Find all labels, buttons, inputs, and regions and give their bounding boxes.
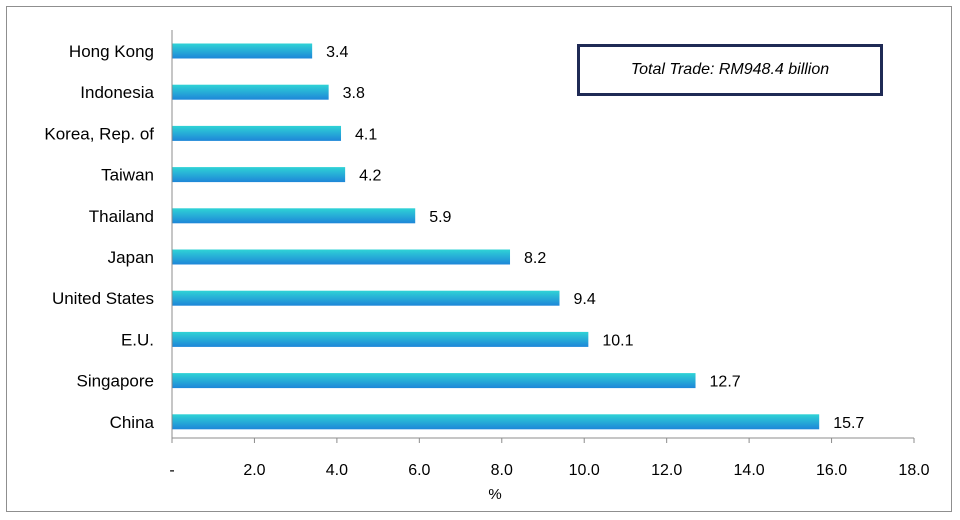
category-label-1: Indonesia [80,83,154,102]
value-label-6: 9.4 [573,291,595,308]
x-tick-label-2: 4.0 [326,462,348,479]
value-label-2: 4.1 [355,126,377,143]
category-label-7: E.U. [121,330,154,349]
category-label-9: China [110,413,155,432]
x-tick-label-7: 14.0 [734,462,765,479]
category-label-3: Taiwan [101,166,154,185]
x-tick-label-6: 12.0 [651,462,682,479]
category-label-0: Hong Kong [69,42,154,61]
bar-7 [172,331,589,347]
category-label-6: United States [52,289,154,308]
bar-2 [172,125,342,141]
value-label-9: 15.7 [833,415,864,432]
bars-layer [172,43,820,430]
bar-4 [172,208,416,224]
value-label-7: 10.1 [602,332,633,349]
bar-9 [172,414,820,430]
category-label-8: Singapore [76,372,154,391]
value-label-8: 12.7 [710,374,741,391]
x-tick-label-9: 18.0 [898,462,929,479]
x-tick-label-3: 6.0 [408,462,430,479]
x-tick-label-8: 16.0 [816,462,847,479]
x-axis-title: % [488,486,501,503]
bar-6 [172,290,560,306]
x-tick-label-0: - [169,462,174,479]
bar-3 [172,167,346,183]
labels-layer: Hong Kong 3.4 Indonesia 3.8 Korea, Rep. of 4.… [44,42,864,432]
category-label-2: Korea, Rep. of [44,124,154,143]
bar-1 [172,84,329,100]
value-label-1: 3.8 [343,85,365,102]
bar-8 [172,373,696,389]
category-label-5: Japan [108,248,154,267]
value-label-3: 4.2 [359,168,381,185]
value-label-5: 8.2 [524,250,546,267]
bar-0 [172,43,313,59]
value-label-0: 3.4 [326,44,348,61]
value-label-4: 5.9 [429,209,451,226]
x-tick-label-4: 8.0 [491,462,513,479]
x-tick-label-1: 2.0 [243,462,265,479]
axis-layer: - 2.0 4.0 6.0 8.0 10.0 12.0 14.0 16.0 18.0% [169,30,930,503]
category-label-4: Thailand [89,207,154,226]
bar-5 [172,249,511,265]
total-trade-annotation: Total Trade: RM948.4 billion [577,44,883,96]
x-tick-label-5: 10.0 [569,462,600,479]
